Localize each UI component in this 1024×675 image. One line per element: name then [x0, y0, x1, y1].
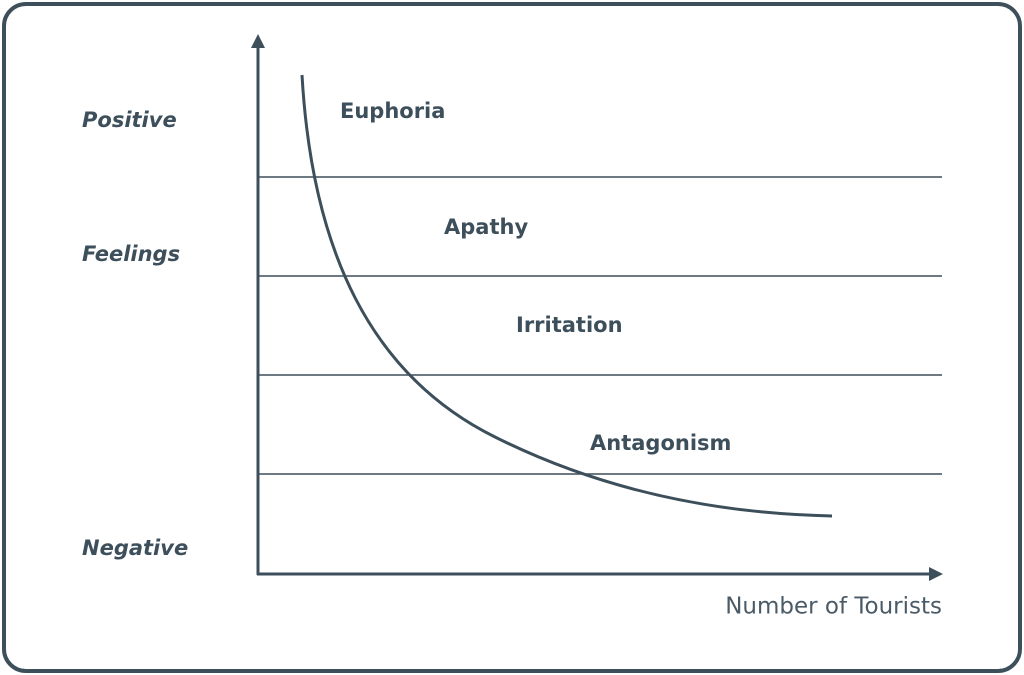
zone-label: Irritation — [516, 313, 623, 337]
zone-label: Euphoria — [340, 99, 445, 123]
zone-dividers — [258, 176, 942, 475]
zone-label: Apathy — [444, 215, 528, 239]
y-axis-arrow — [251, 34, 265, 48]
curve — [300, 74, 833, 518]
y-label: Positive — [82, 108, 177, 132]
x-label: Number of Tourists — [725, 594, 942, 620]
y-label: Negative — [82, 536, 188, 560]
y-label: Feelings — [82, 242, 180, 266]
zone-label: Antagonism — [590, 431, 731, 455]
x-axis-arrow — [929, 567, 943, 581]
